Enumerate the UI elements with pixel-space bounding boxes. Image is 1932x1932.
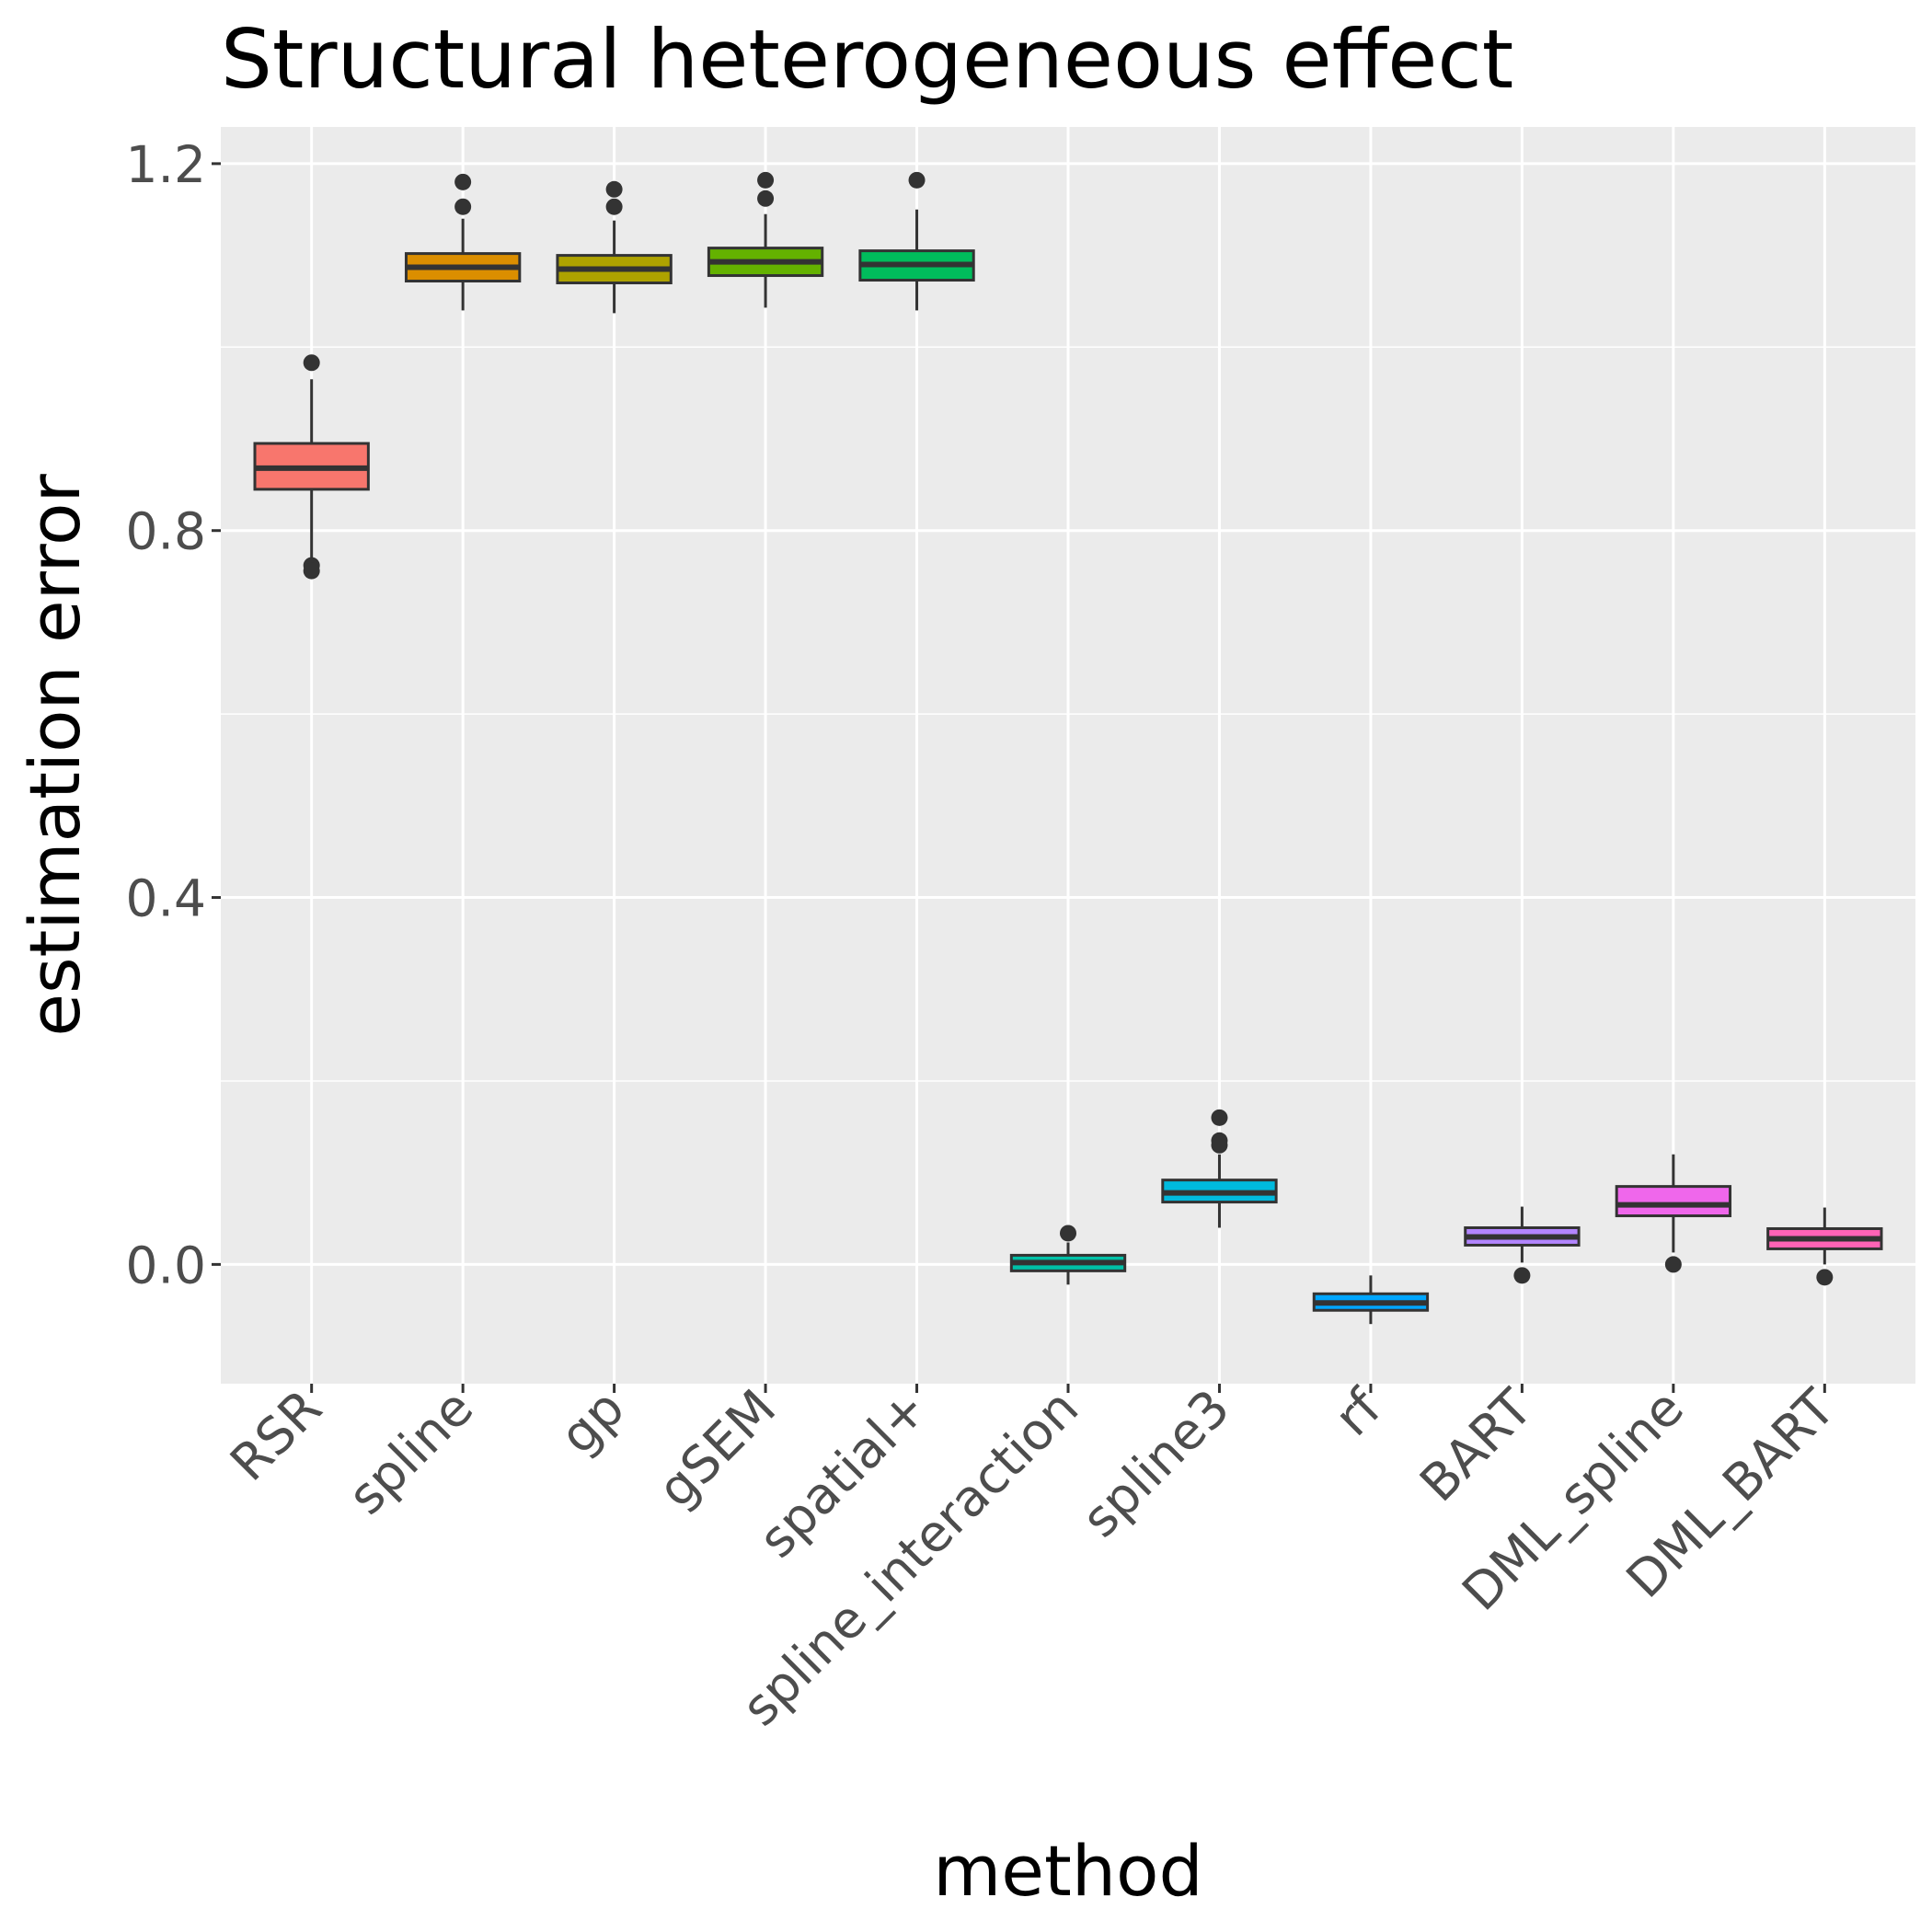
outlier-point bbox=[1513, 1267, 1531, 1284]
chart-title: Structural heterogeneous effect bbox=[221, 12, 1513, 107]
box-series bbox=[253, 171, 1883, 1325]
outlier-point bbox=[605, 180, 623, 198]
x-axis-title: method bbox=[933, 1830, 1203, 1912]
outlier-point bbox=[757, 190, 775, 207]
box-spline-interaction bbox=[1009, 1225, 1127, 1285]
y-tick-label: 0.0 bbox=[126, 1236, 206, 1294]
outlier-point bbox=[1211, 1136, 1228, 1154]
y-axis-title: estimation error bbox=[14, 473, 96, 1036]
outlier-point bbox=[454, 198, 472, 215]
box-gp bbox=[556, 180, 673, 314]
box-spatial- bbox=[858, 171, 975, 311]
outlier-point bbox=[454, 173, 472, 190]
box-dml-bart bbox=[1766, 1207, 1883, 1286]
outlier-point bbox=[908, 171, 926, 189]
outlier-point bbox=[1060, 1225, 1076, 1242]
box-gsem bbox=[707, 171, 824, 308]
outlier-point bbox=[1664, 1256, 1682, 1273]
y-tick-label: 0.8 bbox=[126, 502, 206, 561]
box-spline3 bbox=[1161, 1109, 1278, 1228]
box-bart bbox=[1464, 1206, 1581, 1284]
y-axis: 0.0 0.4 0.8 1.2 bbox=[126, 135, 221, 1294]
y-tick-label: 1.2 bbox=[126, 135, 206, 194]
outlier-point bbox=[757, 171, 775, 189]
outlier-point bbox=[1211, 1109, 1228, 1126]
outlier-point bbox=[303, 562, 320, 580]
box-dml-spline bbox=[1615, 1154, 1732, 1273]
box-spline bbox=[404, 173, 522, 311]
box-rsr bbox=[253, 354, 370, 580]
box-iqr bbox=[1615, 1185, 1732, 1218]
y-tick-label: 0.4 bbox=[126, 869, 206, 928]
box-rf bbox=[1312, 1275, 1430, 1325]
outlier-point bbox=[1816, 1269, 1834, 1286]
outlier-point bbox=[303, 354, 320, 372]
outlier-point bbox=[605, 198, 623, 215]
